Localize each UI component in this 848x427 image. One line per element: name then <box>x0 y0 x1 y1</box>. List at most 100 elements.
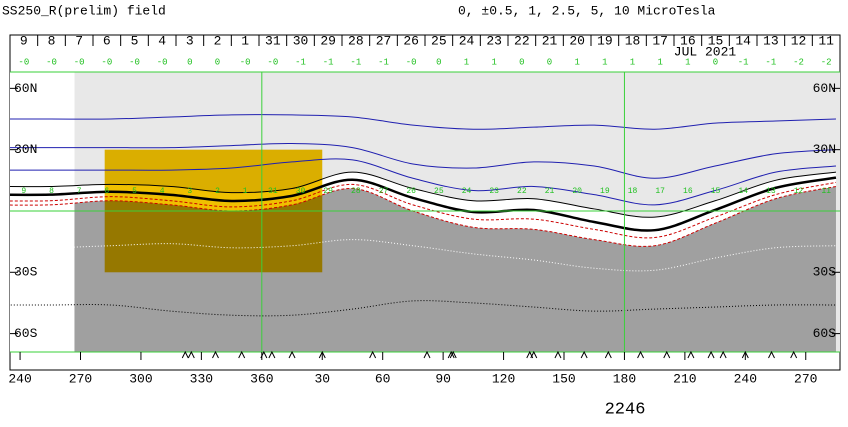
contour-line <box>10 114 836 130</box>
x-tick-label: 270 <box>794 371 817 386</box>
x-tick-label: 30 <box>314 371 330 386</box>
pass-marker <box>268 350 276 359</box>
contour-line <box>10 142 837 179</box>
day-label: 6 <box>103 33 111 48</box>
pass-marker <box>238 350 246 359</box>
day-value: -2 <box>793 57 804 67</box>
y-tick-label: 30N <box>14 142 37 157</box>
chart-title: SS250_R(prelim) field <box>2 3 166 18</box>
day-value: 0 <box>436 57 441 67</box>
x-tick-label: 120 <box>492 371 515 386</box>
day-label: 20 <box>569 33 585 48</box>
day-label: 15 <box>708 33 724 48</box>
track-label: 22 <box>517 187 527 196</box>
day-label: 14 <box>735 33 751 48</box>
contour-line <box>10 239 836 272</box>
day-value: 0 <box>547 57 552 67</box>
track-label: 1 <box>243 187 248 196</box>
pass-marker <box>719 350 727 359</box>
x-tick-label: 240 <box>734 371 757 386</box>
pass-marker <box>212 350 219 359</box>
track-label: 19 <box>600 187 610 196</box>
day-label: 22 <box>514 33 530 48</box>
day-label: 8 <box>48 33 56 48</box>
pass-marker <box>449 350 457 359</box>
day-label: 29 <box>320 33 336 48</box>
track-label: 12 <box>794 187 804 196</box>
day-value: 1 <box>630 57 635 67</box>
day-value: 1 <box>464 57 469 67</box>
contour-line <box>10 181 837 239</box>
plot-area <box>10 72 840 352</box>
track-label: 21 <box>545 187 555 196</box>
y-tick-label: 60N <box>813 81 836 96</box>
track-label: 18 <box>628 187 638 196</box>
pass-marker <box>187 350 195 359</box>
day-value: -1 <box>295 57 306 67</box>
y-tick-label: 30S <box>14 265 38 280</box>
track-label: 30 <box>296 187 306 196</box>
day-label: 7 <box>75 33 83 48</box>
track-label: 5 <box>132 187 137 196</box>
day-value: -0 <box>18 57 29 67</box>
x-tick-label: 210 <box>673 371 696 386</box>
day-value: -1 <box>350 57 361 67</box>
track-label: 28 <box>351 187 361 196</box>
day-label: 11 <box>818 33 834 48</box>
y-tick-label: 60N <box>14 81 37 96</box>
pass-marker <box>288 350 296 359</box>
day-label: 5 <box>131 33 139 48</box>
day-value: -1 <box>378 57 389 67</box>
day-label: 31 <box>265 33 281 48</box>
pass-marker <box>318 350 326 359</box>
x-tick-label: 180 <box>613 371 636 386</box>
day-label: 23 <box>486 33 502 48</box>
y-tick-label: 60S <box>813 326 837 341</box>
track-label: 14 <box>738 187 748 196</box>
day-label: 28 <box>348 33 364 48</box>
x-tick-label: 270 <box>69 371 92 386</box>
track-label: 11 <box>821 187 831 196</box>
pass-marker <box>604 350 612 359</box>
day-value: -1 <box>323 57 334 67</box>
track-label: 15 <box>711 187 721 196</box>
y-tick-label: 30N <box>813 142 836 157</box>
x-tick-label: 150 <box>552 371 575 386</box>
day-value: -0 <box>46 57 57 67</box>
day-label: 4 <box>158 33 166 48</box>
day-label: 2 <box>214 33 222 48</box>
contour-line <box>10 176 837 232</box>
track-label: 17 <box>655 187 665 196</box>
day-label: 21 <box>542 33 558 48</box>
track-label: 6 <box>104 187 109 196</box>
pass-marker <box>707 350 715 359</box>
pass-marker <box>369 350 377 359</box>
date-label: JUL 2021 <box>674 44 737 59</box>
track-label: 3 <box>187 187 192 196</box>
pass-marker <box>447 350 455 359</box>
day-value: 1 <box>574 57 579 67</box>
day-label: 30 <box>293 33 309 48</box>
x-tick-label: 90 <box>435 371 451 386</box>
x-tick-label: 60 <box>375 371 391 386</box>
day-value: 1 <box>602 57 607 67</box>
day-value: -0 <box>240 57 251 67</box>
pass-marker <box>687 350 695 359</box>
track-label: 26 <box>406 187 416 196</box>
day-value: 0 <box>519 57 524 67</box>
day-label: 12 <box>791 33 807 48</box>
footer: 2246 <box>605 400 646 419</box>
pass-marker <box>637 350 645 359</box>
day-value: -0 <box>74 57 85 67</box>
day-value: 0 <box>713 57 718 67</box>
track-label: 4 <box>160 187 165 196</box>
day-value: -0 <box>406 57 417 67</box>
track-label: 9 <box>21 187 26 196</box>
day-label: 3 <box>186 33 194 48</box>
day-value: -0 <box>101 57 112 67</box>
pass-marker <box>181 350 189 359</box>
day-value: 1 <box>685 57 690 67</box>
track-label: 23 <box>489 187 499 196</box>
pass-marker <box>741 350 749 359</box>
